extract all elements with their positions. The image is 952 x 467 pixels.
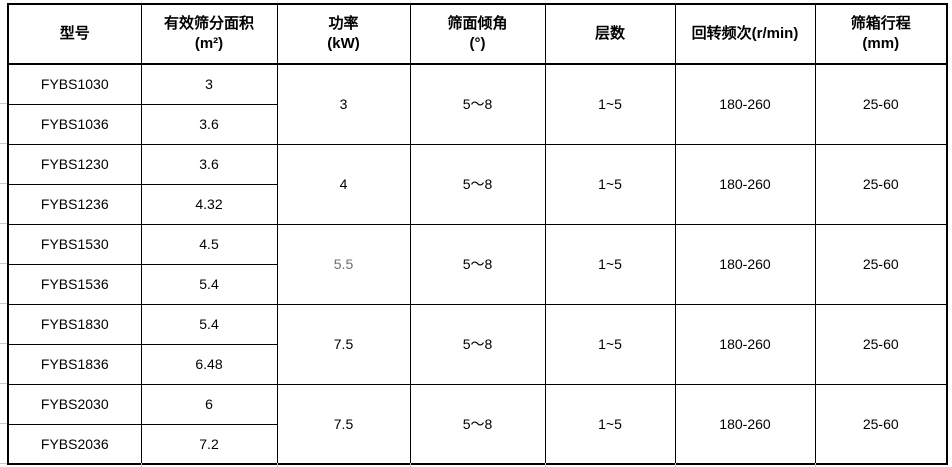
- area-cell: 5.4: [140, 303, 278, 345]
- power-cell: 7.5: [276, 383, 411, 465]
- stroke-cell: 25-60: [814, 383, 948, 465]
- power-cell: 4: [276, 143, 411, 225]
- layers-cell: 1~5: [544, 63, 676, 145]
- frequency-cell: 180-260: [674, 143, 816, 225]
- frequency-cell: 180-260: [674, 223, 816, 305]
- power-cell: 3: [276, 63, 411, 145]
- table-row: FYBS1530 4.5 5.5 5～8 1~5 180-260 25-60: [7, 223, 948, 305]
- col-header-model-title: 型号: [59, 25, 90, 42]
- stroke-cell: 25-60: [814, 63, 948, 145]
- col-header-frequency: 回转频次(r/min): [674, 3, 816, 65]
- col-header-power-unit: (kW): [327, 35, 360, 52]
- gridline-ticks-left: [0, 64, 7, 464]
- col-header-incline-title: 筛面倾角: [447, 15, 508, 32]
- model-cell: FYBS2030: [7, 383, 142, 425]
- incline-cell: 5～8: [409, 63, 546, 145]
- stroke-cell: 25-60: [814, 303, 948, 385]
- gridline-tick: [815, 463, 816, 467]
- col-header-power: 功率 (kW): [276, 3, 411, 65]
- layers-cell: 1~5: [544, 303, 676, 385]
- gridline-tick: [410, 463, 411, 467]
- area-cell: 4.5: [140, 223, 278, 265]
- frequency-cell: 180-260: [674, 303, 816, 385]
- col-header-incline-unit: (°): [469, 35, 486, 52]
- col-header-layers: 层数: [544, 3, 676, 65]
- power-cell: 7.5: [276, 303, 411, 385]
- col-header-power-title: 功率: [328, 15, 359, 32]
- gridline-tick: [545, 463, 546, 467]
- col-header-area: 有效筛分面积 (m²): [140, 3, 278, 65]
- col-header-layers-title: 层数: [594, 25, 625, 42]
- incline-cell: 5～8: [409, 303, 546, 385]
- gridline-tick: [675, 463, 676, 467]
- model-cell: FYBS1530: [7, 223, 142, 265]
- model-cell: FYBS2036: [7, 423, 142, 465]
- area-cell: 3.6: [140, 143, 278, 185]
- table-row: FYBS1030 3 3 5～8 1~5 180-260 25-60: [7, 63, 948, 145]
- area-cell: 5.4: [140, 263, 278, 305]
- incline-cell: 5～8: [409, 383, 546, 465]
- spec-table: 型号 有效筛分面积 (m²) 功率 (kW) 筛面倾角 (°) 层数: [7, 3, 948, 465]
- table-row: FYBS1536 5.4: [7, 263, 947, 305]
- area-cell: 3: [140, 63, 278, 105]
- col-header-area-title: 有效筛分面积: [163, 15, 254, 32]
- model-cell: FYBS1830: [7, 303, 142, 345]
- model-cell: FYBS1230: [7, 143, 142, 185]
- layers-cell: 1~5: [544, 383, 676, 465]
- model-cell: FYBS1836: [7, 343, 142, 385]
- table-row: FYBS1236 4.32: [7, 183, 947, 225]
- frequency-cell: 180-260: [674, 63, 816, 145]
- power-cell: 5.5: [276, 223, 411, 305]
- area-cell: 7.2: [140, 423, 278, 465]
- area-cell: 3.6: [140, 103, 278, 145]
- frequency-cell: 180-260: [674, 383, 816, 465]
- header-row: 型号 有效筛分面积 (m²) 功率 (kW) 筛面倾角 (°) 层数: [7, 3, 948, 65]
- gridline-tick: [141, 463, 142, 467]
- table-row: FYBS1836 6.48: [7, 343, 947, 385]
- stroke-cell: 25-60: [814, 143, 948, 225]
- area-cell: 6.48: [140, 343, 278, 385]
- incline-cell: 5～8: [409, 223, 546, 305]
- table-row: FYBS2036 7.2: [7, 423, 947, 465]
- table-row: FYBS1036 3.6: [7, 103, 947, 145]
- model-cell: FYBS1536: [7, 263, 142, 305]
- layers-cell: 1~5: [544, 223, 676, 305]
- table-row: FYBS1830 5.4 7.5 5～8 1~5 180-260 25-60: [7, 303, 948, 385]
- stroke-cell: 25-60: [814, 223, 948, 305]
- incline-cell: 5～8: [409, 143, 546, 225]
- table-row: FYBS2030 6 7.5 5～8 1~5 180-260 25-60: [7, 383, 948, 465]
- model-cell: FYBS1236: [7, 183, 142, 225]
- table-row: FYBS1230 3.6 4 5～8 1~5 180-260 25-60: [7, 143, 948, 225]
- col-header-area-unit: (m²): [194, 35, 224, 52]
- col-header-incline: 筛面倾角 (°): [409, 3, 546, 65]
- col-header-stroke-title: 筛箱行程: [850, 15, 911, 32]
- col-header-stroke: 筛箱行程 (mm): [814, 3, 948, 65]
- col-header-stroke-unit: (mm): [862, 35, 900, 52]
- col-header-frequency-title: 回转频次(r/min): [691, 25, 799, 42]
- model-cell: FYBS1030: [7, 63, 142, 105]
- layers-cell: 1~5: [544, 143, 676, 225]
- model-cell: FYBS1036: [7, 103, 142, 145]
- gridline-tick: [277, 463, 278, 467]
- area-cell: 6: [140, 383, 278, 425]
- area-cell: 4.32: [140, 183, 278, 225]
- col-header-model: 型号: [7, 3, 142, 65]
